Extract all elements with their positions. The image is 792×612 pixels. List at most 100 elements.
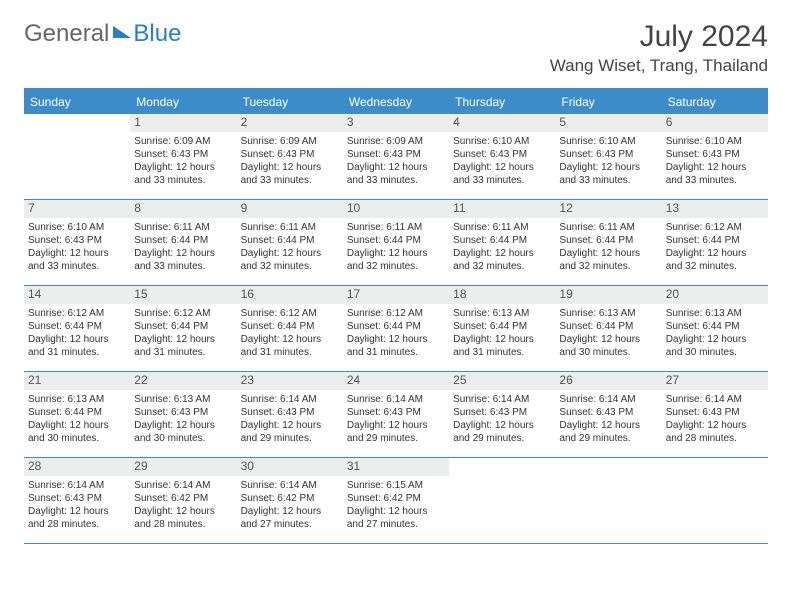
- day-number: 25: [449, 372, 555, 390]
- day-details: Sunrise: 6:11 AMSunset: 6:44 PMDaylight:…: [347, 221, 445, 273]
- day-details: Sunrise: 6:10 AMSunset: 6:43 PMDaylight:…: [28, 221, 126, 273]
- day-details: Sunrise: 6:12 AMSunset: 6:44 PMDaylight:…: [666, 221, 764, 273]
- weekday-header: Wednesday: [343, 90, 449, 114]
- calendar-cell-empty: [662, 458, 768, 544]
- day-details: Sunrise: 6:12 AMSunset: 6:44 PMDaylight:…: [134, 307, 232, 359]
- day-number: 14: [24, 286, 130, 304]
- day-number: 23: [237, 372, 343, 390]
- calendar-cell: 25 Sunrise: 6:14 AMSunset: 6:43 PMDayligh…: [449, 372, 555, 458]
- calendar-cell: 18 Sunrise: 6:13 AMSunset: 6:44 PMDayligh…: [449, 286, 555, 372]
- calendar-cell: 27 Sunrise: 6:14 AMSunset: 6:43 PMDayligh…: [662, 372, 768, 458]
- day-number: 24: [343, 372, 449, 390]
- day-number: 17: [343, 286, 449, 304]
- weekday-header: Tuesday: [237, 90, 343, 114]
- location: Wang Wiset, Trang, Thailand: [550, 56, 768, 76]
- day-details: Sunrise: 6:11 AMSunset: 6:44 PMDaylight:…: [241, 221, 339, 273]
- month-title: July 2024: [550, 20, 768, 54]
- day-number: 20: [662, 286, 768, 304]
- day-number: 11: [449, 200, 555, 218]
- day-number: 18: [449, 286, 555, 304]
- calendar-cell: 1 Sunrise: 6:09 AMSunset: 6:43 PMDaylight…: [130, 114, 236, 200]
- day-number: 27: [662, 372, 768, 390]
- calendar-cell: 6Sunrise: 6:10 AMSunset: 6:43 PMDaylight…: [662, 114, 768, 200]
- day-number: 29: [130, 458, 236, 476]
- day-details: Sunrise: 6:09 AMSunset: 6:43 PMDaylight:…: [134, 135, 232, 187]
- day-number: 15: [130, 286, 236, 304]
- day-details: Sunrise: 6:14 AMSunset: 6:42 PMDaylight:…: [134, 479, 232, 531]
- calendar-cell: 3 Sunrise: 6:09 AMSunset: 6:43 PMDaylight…: [343, 114, 449, 200]
- calendar-cell: 26 Sunrise: 6:14 AMSunset: 6:43 PMDayligh…: [555, 372, 661, 458]
- calendar-cell: 8 Sunrise: 6:11 AMSunset: 6:44 PMDaylight…: [130, 200, 236, 286]
- calendar-cell: 12Sunrise: 6:11 AMSunset: 6:44 PMDayligh…: [555, 200, 661, 286]
- weekday-header: Thursday: [449, 90, 555, 114]
- day-details: Sunrise: 6:12 AMSunset: 6:44 PMDaylight:…: [241, 307, 339, 359]
- day-number: 9: [237, 200, 343, 218]
- day-number: 13: [662, 200, 768, 218]
- calendar-cell: 28 Sunrise: 6:14 AMSunset: 6:43 PMDayligh…: [24, 458, 130, 544]
- calendar-cell: 9 Sunrise: 6:11 AMSunset: 6:44 PMDaylight…: [237, 200, 343, 286]
- day-details: Sunrise: 6:14 AMSunset: 6:43 PMDaylight:…: [347, 393, 445, 445]
- logo-triangle-icon: [113, 26, 131, 38]
- day-details: Sunrise: 6:10 AMSunset: 6:43 PMDaylight:…: [453, 135, 551, 187]
- day-details: Sunrise: 6:13 AMSunset: 6:44 PMDaylight:…: [559, 307, 657, 359]
- calendar-cell: 5 Sunrise: 6:10 AMSunset: 6:43 PMDaylight…: [555, 114, 661, 200]
- day-number: 19: [555, 286, 661, 304]
- day-details: Sunrise: 6:12 AMSunset: 6:44 PMDaylight:…: [347, 307, 445, 359]
- calendar-cell: 11 Sunrise: 6:11 AMSunset: 6:44 PMDayligh…: [449, 200, 555, 286]
- day-number: 21: [24, 372, 130, 390]
- calendar-cell-empty: [449, 458, 555, 544]
- calendar-cell: 10Sunrise: 6:11 AMSunset: 6:44 PMDayligh…: [343, 200, 449, 286]
- day-details: Sunrise: 6:11 AMSunset: 6:44 PMDaylight:…: [134, 221, 232, 273]
- day-number: 26: [555, 372, 661, 390]
- day-number: 7: [24, 200, 130, 218]
- calendar-cell-empty: [555, 458, 661, 544]
- day-details: Sunrise: 6:13 AMSunset: 6:44 PMDaylight:…: [666, 307, 764, 359]
- calendar-cell: 24 Sunrise: 6:14 AMSunset: 6:43 PMDayligh…: [343, 372, 449, 458]
- day-details: Sunrise: 6:10 AMSunset: 6:43 PMDaylight:…: [666, 135, 764, 187]
- day-number: 8: [130, 200, 236, 218]
- day-details: Sunrise: 6:09 AMSunset: 6:43 PMDaylight:…: [241, 135, 339, 187]
- day-details: Sunrise: 6:14 AMSunset: 6:43 PMDaylight:…: [453, 393, 551, 445]
- day-number: 30: [237, 458, 343, 476]
- day-number: 3: [343, 114, 449, 132]
- day-details: Sunrise: 6:13 AMSunset: 6:43 PMDaylight:…: [134, 393, 232, 445]
- day-details: Sunrise: 6:14 AMSunset: 6:43 PMDaylight:…: [241, 393, 339, 445]
- calendar-cell: 13 Sunrise: 6:12 AMSunset: 6:44 PMDayligh…: [662, 200, 768, 286]
- calendar-cell: 19 Sunrise: 6:13 AMSunset: 6:44 PMDayligh…: [555, 286, 661, 372]
- day-number: 31: [343, 458, 449, 476]
- day-number: 22: [130, 372, 236, 390]
- calendar-grid: SundayMondayTuesdayWednesdayThursdayFrid…: [24, 88, 768, 544]
- day-number: 2: [237, 114, 343, 132]
- calendar-cell: 2 Sunrise: 6:09 AMSunset: 6:43 PMDaylight…: [237, 114, 343, 200]
- calendar-cell: 15 Sunrise: 6:12 AMSunset: 6:44 PMDayligh…: [130, 286, 236, 372]
- day-number: 1: [130, 114, 236, 132]
- calendar-cell: 23 Sunrise: 6:14 AMSunset: 6:43 PMDayligh…: [237, 372, 343, 458]
- weekday-header: Friday: [555, 90, 661, 114]
- day-details: Sunrise: 6:14 AMSunset: 6:43 PMDaylight:…: [559, 393, 657, 445]
- day-details: Sunrise: 6:13 AMSunset: 6:44 PMDaylight:…: [453, 307, 551, 359]
- calendar-cell: 7 Sunrise: 6:10 AMSunset: 6:43 PMDaylight…: [24, 200, 130, 286]
- day-number: 4: [449, 114, 555, 132]
- day-number: 28: [24, 458, 130, 476]
- calendar-cell: 30Sunrise: 6:14 AMSunset: 6:42 PMDayligh…: [237, 458, 343, 544]
- calendar-cell: 20 Sunrise: 6:13 AMSunset: 6:44 PMDayligh…: [662, 286, 768, 372]
- title-block: July 2024 Wang Wiset, Trang, Thailand: [550, 20, 768, 76]
- day-details: Sunrise: 6:09 AMSunset: 6:43 PMDaylight:…: [347, 135, 445, 187]
- calendar-cell: 16 Sunrise: 6:12 AMSunset: 6:44 PMDayligh…: [237, 286, 343, 372]
- logo-text-blue: Blue: [133, 20, 181, 48]
- weekday-header: Monday: [130, 90, 236, 114]
- day-number: 5: [555, 114, 661, 132]
- day-details: Sunrise: 6:15 AMSunset: 6:42 PMDaylight:…: [347, 479, 445, 531]
- day-number: 16: [237, 286, 343, 304]
- day-details: Sunrise: 6:13 AMSunset: 6:44 PMDaylight:…: [28, 393, 126, 445]
- day-details: Sunrise: 6:11 AMSunset: 6:44 PMDaylight:…: [559, 221, 657, 273]
- day-details: Sunrise: 6:11 AMSunset: 6:44 PMDaylight:…: [453, 221, 551, 273]
- day-details: Sunrise: 6:10 AMSunset: 6:43 PMDaylight:…: [559, 135, 657, 187]
- day-details: Sunrise: 6:14 AMSunset: 6:43 PMDaylight:…: [28, 479, 126, 531]
- calendar-cell: 31 Sunrise: 6:15 AMSunset: 6:42 PMDayligh…: [343, 458, 449, 544]
- header: General Blue July 2024 Wang Wiset, Trang…: [24, 20, 768, 76]
- calendar-cell: 21 Sunrise: 6:13 AMSunset: 6:44 PMDayligh…: [24, 372, 130, 458]
- calendar-cell: 29 Sunrise: 6:14 AMSunset: 6:42 PMDayligh…: [130, 458, 236, 544]
- day-details: Sunrise: 6:14 AMSunset: 6:43 PMDaylight:…: [666, 393, 764, 445]
- calendar-cell-empty: [24, 114, 130, 200]
